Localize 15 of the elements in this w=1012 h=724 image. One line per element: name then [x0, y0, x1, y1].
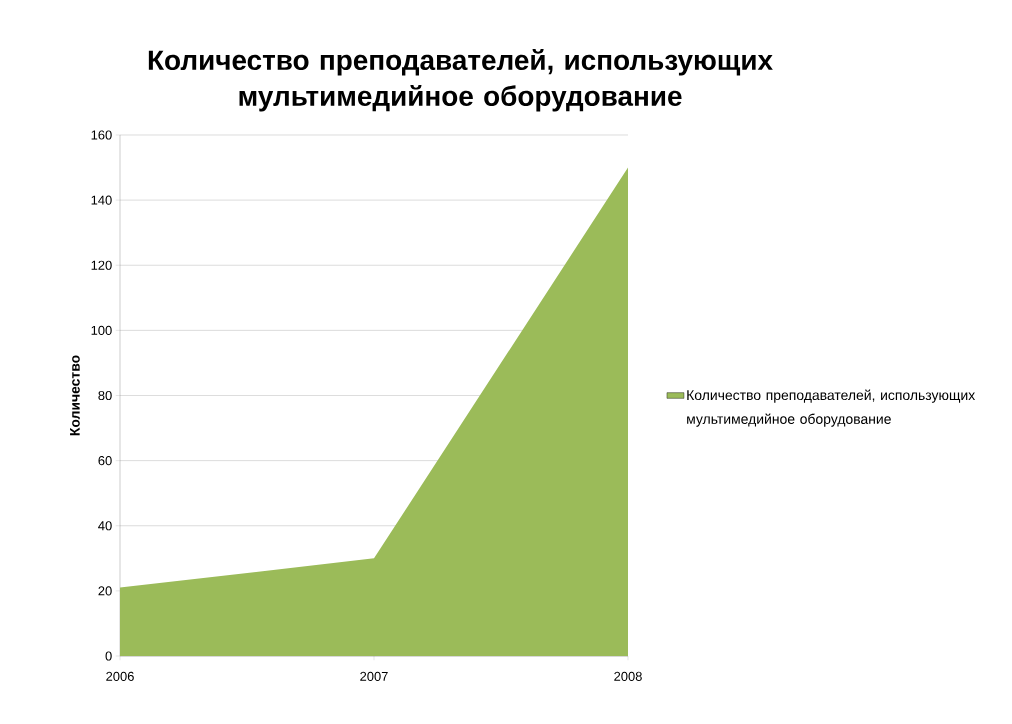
- y-tick-label: 0: [105, 651, 112, 661]
- chart-title: Количество преподавателей, использующих мультимедийное оборудование: [148, 49, 773, 112]
- legend-label: Количество преподавателей, использующих мультимедийное оборудование: [687, 389, 976, 427]
- x-tick-label: 2006: [106, 671, 134, 681]
- y-tick-label: 160: [91, 130, 112, 140]
- y-tick-label: 60: [98, 456, 112, 466]
- x-tick-label: 2008: [614, 671, 642, 681]
- y-tick-label: 140: [91, 195, 112, 205]
- x-tick-label: 2007: [360, 671, 388, 681]
- y-tick-label: 20: [98, 586, 112, 596]
- y-tick-label: 120: [91, 260, 112, 270]
- y-tick-label: 100: [91, 325, 112, 335]
- y-tick-label: 40: [98, 521, 112, 531]
- y-tick-label: 80: [98, 390, 112, 401]
- y-axis-title: Количество: [70, 355, 80, 436]
